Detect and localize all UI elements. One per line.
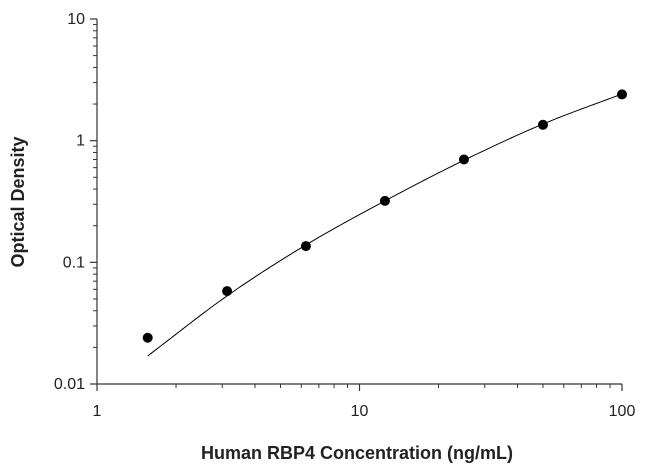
tick-labels: 0.01 0.1 1 10 1 10 100 — [54, 11, 636, 420]
data-point — [142, 332, 153, 343]
fit-curve — [147, 93, 623, 357]
y-tick-label: 0.1 — [63, 254, 85, 271]
x-tick-label: 1 — [93, 403, 102, 420]
data-point — [458, 154, 469, 165]
y-axis-title: Optical Density — [8, 136, 28, 267]
data-points — [142, 89, 627, 343]
data-point — [537, 119, 548, 130]
x-tick-label: 100 — [609, 403, 636, 420]
ticks — [90, 18, 623, 391]
x-tick-label: 10 — [351, 403, 369, 420]
x-axis-title: Human RBP4 Concentration (ng/mL) — [201, 443, 513, 463]
y-tick-label: 10 — [67, 11, 85, 28]
data-point — [300, 241, 311, 252]
y-tick-label: 0.01 — [54, 376, 85, 393]
axes — [96, 19, 622, 385]
data-point — [222, 286, 233, 297]
y-tick-label: 1 — [76, 133, 85, 150]
data-point — [379, 195, 390, 206]
data-point — [617, 89, 627, 100]
